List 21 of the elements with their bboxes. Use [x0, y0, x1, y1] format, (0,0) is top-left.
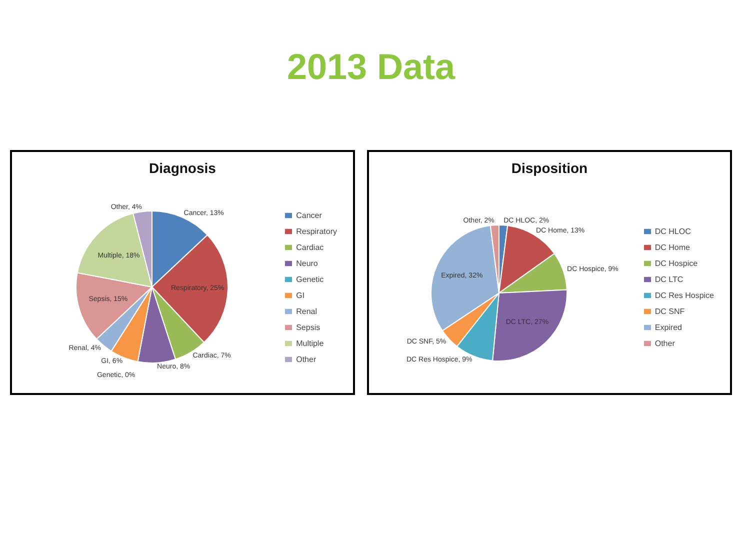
chart-title: Disposition	[510, 160, 589, 178]
legend-label: DC Home	[654, 242, 690, 252]
legend-label: DC Res Hospice	[654, 290, 714, 300]
legend-label: DC HLOC	[654, 226, 691, 236]
legend-label: GI	[296, 290, 305, 300]
legend-label: Sepsis	[296, 322, 320, 332]
legend-label: Respiratory	[296, 226, 337, 236]
legend-label: DC LTC	[654, 274, 684, 284]
legend-label: Cancer	[296, 210, 322, 220]
chart-title: Diagnosis	[148, 160, 217, 178]
legend-label: Cardiac	[296, 242, 324, 252]
text: 2013 Data	[286, 46, 456, 88]
legend-label: Other	[296, 354, 316, 364]
legend-label: DC Hospice	[654, 258, 698, 268]
legend-label: Genetic	[296, 274, 324, 284]
legend-label: DC SNF	[654, 306, 685, 316]
legend-label: Expired	[654, 322, 682, 332]
legend-label: Multiple	[296, 338, 324, 348]
legend-label: Renal	[296, 306, 317, 316]
legend-label: Neuro	[296, 258, 318, 268]
legend-label: Other	[654, 338, 675, 348]
